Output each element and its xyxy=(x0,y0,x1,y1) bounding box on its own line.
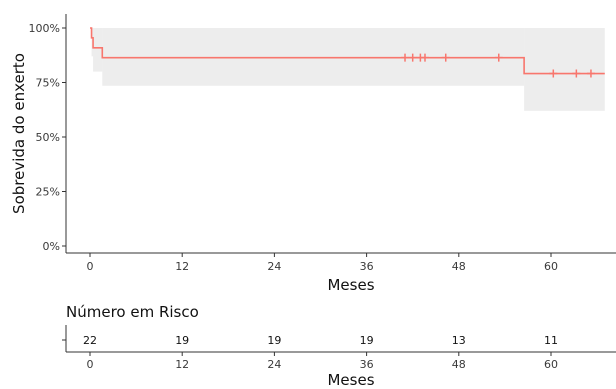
y-tick-label-4: 100% xyxy=(29,22,60,35)
y-axis-title: Sobrevida do enxerto xyxy=(10,53,28,214)
survival-curve xyxy=(90,27,605,75)
risk-x-tick-label-3: 36 xyxy=(360,358,374,371)
confidence-band xyxy=(91,28,605,111)
x-tick-label-0: 0 xyxy=(87,260,94,273)
risk-count-5: 11 xyxy=(544,334,558,347)
censor-mark-8 xyxy=(586,69,595,78)
risk-x-tick-label-5: 60 xyxy=(544,358,558,371)
censor-mark-7 xyxy=(572,69,581,78)
ci-band-segment-2 xyxy=(93,28,103,72)
risk-table-counts: 22 19 19 19 13 11 xyxy=(62,334,558,347)
censor-mark-1 xyxy=(408,53,417,62)
censor-mark-3 xyxy=(420,53,429,62)
risk-count-0: 22 xyxy=(83,334,97,347)
risk-count-2: 19 xyxy=(267,334,281,347)
risk-table-x-ticks: 0 12 24 36 48 60 xyxy=(87,352,558,371)
x-tick-label-4: 48 xyxy=(452,260,466,273)
y-tick-label-1: 25% xyxy=(36,186,60,199)
risk-count-4: 13 xyxy=(452,334,466,347)
x-tick-label-3: 36 xyxy=(360,260,374,273)
censor-mark-0 xyxy=(401,53,410,62)
ci-band-segment-4 xyxy=(524,28,605,111)
y-tick-label-3: 75% xyxy=(36,77,60,90)
risk-count-3: 19 xyxy=(360,334,374,347)
risk-count-1: 19 xyxy=(175,334,189,347)
x-tick-label-1: 12 xyxy=(175,260,189,273)
x-tick-label-5: 60 xyxy=(544,260,558,273)
risk-table-title: Número em Risco xyxy=(66,303,199,321)
censor-mark-4 xyxy=(441,53,450,62)
y-tick-label-0: 0% xyxy=(43,240,60,253)
y-axis-ticks: 0% 25% 50% 75% 100% xyxy=(29,22,66,253)
y-tick-label-2: 50% xyxy=(36,131,60,144)
x-axis-title: Meses xyxy=(327,276,374,294)
risk-x-tick-label-1: 12 xyxy=(175,358,189,371)
risk-x-tick-label-0: 0 xyxy=(87,358,94,371)
censor-mark-5 xyxy=(494,53,503,62)
risk-x-tick-label-4: 48 xyxy=(452,358,466,371)
risk-table-x-axis-title: Meses xyxy=(327,371,374,389)
x-axis-ticks: 0 12 24 36 48 60 xyxy=(87,253,558,273)
risk-x-tick-label-2: 24 xyxy=(267,358,281,371)
risk-table: Número em Risco 22 19 19 19 13 11 0 12 24 36 48 60… xyxy=(62,303,616,389)
survival-line xyxy=(90,27,605,75)
main-plot: 0% 25% 50% 75% 100% 0 12 24 36 48 60 Sobrevida do… xyxy=(10,14,616,294)
x-tick-label-2: 24 xyxy=(267,260,281,273)
censor-mark-6 xyxy=(549,69,558,78)
censor-marks xyxy=(401,53,595,78)
